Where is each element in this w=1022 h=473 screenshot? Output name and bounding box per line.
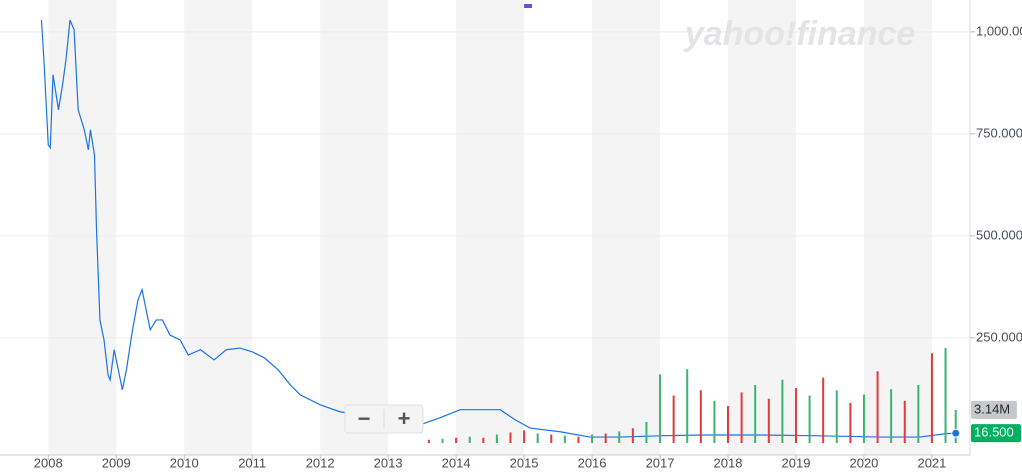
zoom-out-button[interactable]: −: [358, 406, 371, 431]
volume-bar: [495, 434, 498, 443]
last-price-dot: [951, 428, 961, 438]
volume-bar: [727, 406, 730, 443]
volume-bar: [686, 369, 689, 443]
x-tick-label: 2014: [442, 455, 471, 470]
volume-bar: [468, 436, 471, 443]
price-tag-label: 16.500: [974, 425, 1014, 440]
x-tick-label: 2008: [34, 455, 63, 470]
volume-bar: [509, 432, 512, 443]
shaded-band: [456, 0, 525, 455]
volume-bar: [944, 348, 947, 443]
volume-bar: [835, 390, 838, 443]
y-tick-label: 1,000.000: [976, 23, 1022, 38]
volume-bar: [631, 428, 634, 443]
shaded-band: [863, 0, 932, 455]
y-tick-label: 250.000: [976, 329, 1022, 344]
shaded-band: [728, 0, 796, 455]
shaded-band: [320, 0, 389, 455]
volume-bar: [954, 409, 957, 443]
volume-tag: [971, 400, 1017, 419]
volume-bar: [550, 434, 553, 443]
shaded-band: [184, 0, 253, 455]
volume-bar: [618, 431, 621, 443]
watermark: yahoo!finance: [683, 15, 915, 53]
volume-bar: [699, 390, 702, 443]
volume-bar: [890, 389, 893, 443]
volume-bar: [523, 430, 526, 443]
volume-bar: [862, 394, 865, 443]
x-tick-label: 2021: [917, 455, 946, 470]
volume-bar: [740, 392, 743, 443]
volume-bar: [930, 353, 933, 443]
x-tick-label: 2013: [374, 455, 403, 470]
y-tick-label: 750.000: [976, 125, 1022, 140]
x-tick-label: 2009: [102, 455, 131, 470]
volume-bar: [903, 400, 906, 443]
price-tag: [971, 424, 1021, 443]
price-line: [40, 19, 956, 438]
x-tick-label: 2010: [170, 455, 199, 470]
volume-bar: [591, 434, 594, 443]
x-tick-label: 2018: [714, 455, 743, 470]
volume-bar: [808, 395, 811, 443]
volume-bar: [917, 384, 920, 443]
volume-bar: [441, 438, 444, 443]
volume-bar: [645, 421, 648, 443]
x-tick-label: 2012: [306, 455, 335, 470]
volume-bar: [672, 395, 675, 443]
shaded-band: [592, 0, 661, 455]
volume-bar: [754, 384, 757, 443]
x-tick-label: 2016: [578, 455, 607, 470]
volume-bar: [604, 433, 607, 443]
volume-bar: [482, 437, 485, 443]
x-tick-label: 2020: [849, 455, 878, 470]
volume-bar: [849, 402, 852, 443]
volume-bar: [767, 398, 770, 443]
volume-bar: [563, 435, 566, 443]
volume-tag-label: 3.14M: [974, 401, 1010, 416]
volume-bar: [536, 433, 539, 443]
volume-bar: [794, 388, 797, 443]
volume-bar: [427, 439, 430, 443]
volume-bar: [659, 374, 662, 443]
volume-bar: [577, 436, 580, 443]
volume-bar: [455, 437, 458, 443]
volume-bar: [713, 400, 716, 443]
volume-bar: [781, 379, 784, 443]
x-tick-label: 2019: [782, 455, 811, 470]
zoom-in-button[interactable]: +: [398, 406, 411, 431]
y-tick-label: 500.000: [976, 227, 1022, 242]
shaded-band: [48, 0, 117, 455]
x-tick-label: 2015: [510, 455, 539, 470]
x-tick-label: 2017: [646, 455, 675, 470]
volume-bar: [876, 371, 879, 443]
zoom-control: − +: [344, 404, 424, 434]
volume-bar: [822, 377, 825, 443]
x-tick-label: 2011: [238, 455, 266, 470]
